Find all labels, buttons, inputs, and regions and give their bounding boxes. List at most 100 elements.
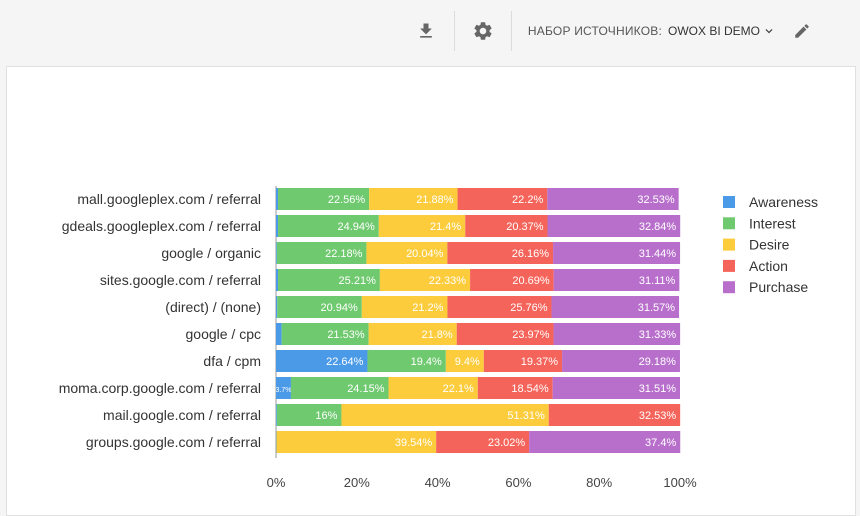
bar-segment-action[interactable] bbox=[456, 323, 554, 345]
data-label: 21.88% bbox=[416, 194, 454, 206]
data-label: 3.7% bbox=[275, 387, 291, 394]
data-label: 21.53% bbox=[327, 329, 365, 341]
bar-segment-interest[interactable] bbox=[278, 215, 379, 237]
source-set-value: OWOX BI DEMO bbox=[667, 24, 760, 38]
bar-segment-awareness[interactable] bbox=[276, 242, 277, 264]
bar-segment-awareness[interactable] bbox=[276, 215, 279, 237]
source-set-label: НАБОР ИСТОЧНИКОВ: bbox=[527, 24, 662, 38]
category-label: gdeals.googleplex.com / referral bbox=[62, 218, 261, 234]
data-label: 51.31% bbox=[507, 410, 545, 422]
category-label: mall.googleplex.com / referral bbox=[77, 191, 261, 207]
data-label: 31.51% bbox=[639, 383, 677, 395]
bar-segment-action[interactable] bbox=[447, 296, 552, 318]
data-label: 20.94% bbox=[320, 302, 358, 314]
pencil-icon[interactable] bbox=[784, 13, 820, 49]
bar-segment-desire[interactable] bbox=[369, 188, 458, 210]
bar-segment-action[interactable] bbox=[447, 242, 554, 264]
category-label: dfa / cpm bbox=[203, 353, 261, 369]
bar-segment-interest[interactable] bbox=[276, 242, 367, 264]
legend-swatch bbox=[723, 259, 735, 272]
toolbar-divider bbox=[510, 11, 512, 51]
data-label: 20.37% bbox=[506, 221, 544, 233]
bar-segment-desire[interactable] bbox=[341, 404, 549, 426]
bar-segment-interest[interactable] bbox=[281, 323, 369, 345]
data-label: 19.4% bbox=[411, 356, 442, 368]
data-label: 31.44% bbox=[639, 248, 677, 260]
stacked-bar-chart: mall.googleplex.com / referral 22.56% 21.8… bbox=[59, 186, 818, 490]
bar-segment-purchase[interactable] bbox=[553, 323, 681, 345]
gear-icon[interactable] bbox=[465, 13, 501, 49]
chart-panel: mall.googleplex.com / referral 22.56% 21.8… bbox=[6, 66, 856, 516]
bar-segment-action[interactable] bbox=[470, 269, 554, 291]
bar-segment-desire[interactable] bbox=[366, 242, 448, 264]
legend-item[interactable]: Awareness bbox=[749, 194, 818, 210]
bar-segment-desire[interactable] bbox=[388, 377, 478, 399]
bar-segment-purchase[interactable] bbox=[547, 215, 681, 237]
bar-segment-desire[interactable] bbox=[445, 350, 484, 372]
category-label: google / cpc bbox=[186, 326, 262, 342]
legend-swatch bbox=[723, 281, 735, 294]
bar-segment-action[interactable] bbox=[548, 404, 681, 426]
x-tick-label: 20% bbox=[344, 475, 370, 490]
bar-segment-awareness[interactable] bbox=[276, 323, 282, 345]
bar-segment-awareness[interactable] bbox=[276, 377, 291, 399]
bar-segment-interest[interactable] bbox=[278, 269, 380, 291]
bar-segment-interest[interactable] bbox=[276, 404, 342, 426]
bar-segment-action[interactable] bbox=[457, 188, 548, 210]
bar-segment-desire[interactable] bbox=[379, 269, 471, 291]
bar-segment-action[interactable] bbox=[436, 431, 530, 453]
bar-segment-desire[interactable] bbox=[361, 296, 448, 318]
bar-segment-purchase[interactable] bbox=[547, 188, 679, 210]
bar-segment-interest[interactable] bbox=[290, 377, 389, 399]
bar-segment-awareness[interactable] bbox=[276, 188, 279, 210]
data-label: 23.97% bbox=[512, 329, 550, 341]
toolbar-divider bbox=[453, 11, 455, 51]
chart-toolbar: НАБОР ИСТОЧНИКОВ: OWOX BI DEMO bbox=[0, 0, 860, 62]
legend-item[interactable]: Interest bbox=[749, 215, 796, 231]
category-label: groups.google.com / referral bbox=[86, 434, 261, 450]
bar-segment-awareness[interactable] bbox=[276, 269, 279, 291]
bar-segment-desire[interactable] bbox=[378, 215, 466, 237]
data-label: 32.84% bbox=[639, 221, 677, 233]
bar-segment-awareness[interactable] bbox=[276, 431, 277, 453]
bar-segment-purchase[interactable] bbox=[552, 377, 680, 399]
data-label: 9.4% bbox=[455, 356, 480, 368]
bar-segment-desire[interactable] bbox=[368, 323, 457, 345]
data-label: 20.69% bbox=[512, 275, 550, 287]
bar-segment-purchase[interactable] bbox=[553, 242, 681, 264]
category-label: moma.corp.google.com / referral bbox=[59, 380, 261, 396]
data-label: 21.8% bbox=[422, 329, 453, 341]
bar-segment-awareness[interactable] bbox=[276, 404, 277, 426]
bar-segment-awareness[interactable] bbox=[276, 296, 278, 318]
bar-segment-awareness[interactable] bbox=[276, 350, 368, 372]
bar-segment-interest[interactable] bbox=[277, 296, 362, 318]
x-tick-label: 40% bbox=[425, 475, 451, 490]
data-label: 21.4% bbox=[430, 221, 461, 233]
data-label: 24.15% bbox=[347, 383, 385, 395]
data-label: 37.4% bbox=[645, 437, 676, 449]
bar-segment-purchase[interactable] bbox=[529, 431, 681, 453]
data-label: 31.57% bbox=[638, 302, 676, 314]
bar-segment-purchase[interactable] bbox=[562, 350, 680, 372]
source-set-dropdown[interactable]: OWOX BI DEMO bbox=[668, 24, 776, 38]
bar-segment-interest[interactable] bbox=[278, 188, 370, 210]
download-icon[interactable] bbox=[408, 13, 444, 49]
legend-item[interactable]: Desire bbox=[749, 237, 790, 253]
legend-swatch bbox=[723, 238, 735, 251]
bar-segment-action[interactable] bbox=[483, 350, 563, 372]
data-label: 31.11% bbox=[639, 275, 676, 287]
chevron-down-icon bbox=[765, 29, 773, 34]
bar-segment-desire[interactable] bbox=[276, 431, 437, 453]
bar-segment-purchase[interactable] bbox=[551, 296, 680, 318]
legend-item[interactable]: Action bbox=[749, 258, 788, 274]
data-label: 32.53% bbox=[639, 410, 677, 422]
data-label: 31.33% bbox=[639, 329, 677, 341]
bar-segment-action[interactable] bbox=[465, 215, 548, 237]
legend-item[interactable]: Purchase bbox=[749, 279, 808, 295]
data-label: 19.37% bbox=[521, 356, 559, 368]
bar-segment-interest[interactable] bbox=[367, 350, 446, 372]
bar-segment-purchase[interactable] bbox=[553, 269, 680, 291]
data-label: 23.02% bbox=[488, 437, 526, 449]
bar-segment-action[interactable] bbox=[477, 377, 553, 399]
data-label: 22.64% bbox=[326, 356, 364, 368]
